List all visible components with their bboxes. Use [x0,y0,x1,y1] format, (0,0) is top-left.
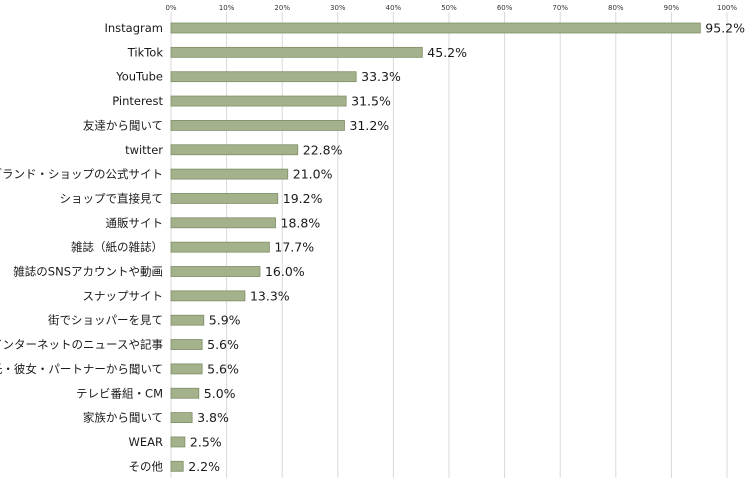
bar [170,436,186,448]
bar [170,46,423,58]
bar [170,144,299,156]
category-label: 彼氏・彼女・パートナーから聞いて [0,362,163,376]
value-label: 19.2% [283,191,323,206]
category-label: Pinterest [112,94,163,108]
x-tick-label: 70% [552,4,568,12]
bar [170,193,279,204]
value-label: 3.8% [197,410,229,425]
bar [170,412,193,424]
bar [170,22,701,34]
x-tick-label: 0% [165,4,176,12]
value-label: 5.9% [209,313,241,328]
category-label: スナップサイト [83,289,164,303]
bar [170,120,345,131]
category-label: 友達から聞いて [83,118,163,132]
bar [170,95,347,107]
category-label: TikTok [127,45,164,59]
category-label: テレビ番組・CM [76,386,163,400]
x-tick-label: 50% [441,4,457,12]
category-labels: Instagram TikTok YouTube Pinterest 友達から聞いて tw… [0,21,163,473]
x-tick-label: 100% [717,4,737,12]
value-label: 5.6% [207,337,239,352]
value-label: 5.0% [204,386,236,401]
value-label: 2.2% [188,459,220,474]
value-label: 95.2% [705,21,745,36]
category-label: 街でショッパーを見て [48,313,163,327]
value-label: 31.2% [349,118,389,133]
value-label: 21.0% [293,167,333,182]
bar [170,314,205,326]
value-label: 18.8% [281,215,321,230]
value-label: 45.2% [427,45,467,60]
category-label: twitter [125,143,163,157]
bar [170,168,289,180]
value-label: 33.3% [361,69,401,84]
bar [170,241,270,253]
category-label: WEAR [129,435,164,449]
x-tick-label: 90% [664,4,680,12]
category-label: 雑誌（紙の雑誌） [71,240,163,254]
value-label: 2.5% [190,434,222,449]
x-tick-label: 80% [608,4,624,12]
value-labels: 95.2% 45.2% 33.3% 31.5% 31.2% 22.8% 21.0% 19.2%… [188,21,745,474]
x-tick-label: 10% [219,4,235,12]
category-label: 雑誌のSNSアカウントや動画 [13,265,163,279]
category-label: ブランド・ショップの公式サイト [0,167,163,181]
category-label: 家族から聞いて [83,411,163,425]
value-label: 17.7% [274,240,314,255]
x-axis-ticks: 0% 10% 20% 30% 40% 50% 60% 70% 80% 90% 100% [165,4,737,12]
x-tick-label: 40% [386,4,402,12]
category-label: インターネットのニュースや記事 [0,338,163,352]
bar [170,460,184,472]
category-label: ショップで直接見て [60,191,164,205]
bar [170,266,261,277]
value-label: 22.8% [303,142,343,157]
bar [170,71,357,83]
category-label: YouTube [115,70,163,84]
bar [170,387,200,399]
value-label: 16.0% [265,264,305,279]
bar [170,339,203,350]
bar [170,290,246,302]
category-label: その他 [129,459,164,473]
bars [170,22,701,472]
value-label: 31.5% [351,94,391,109]
x-tick-label: 60% [497,4,513,12]
value-label: 5.6% [207,361,239,376]
gridlines [170,12,728,478]
x-tick-label: 20% [274,4,290,12]
value-label: 13.3% [250,288,290,303]
category-label: 通販サイト [106,216,164,230]
bar [170,363,203,375]
x-tick-label: 30% [330,4,346,12]
bar [170,217,276,229]
category-label: Instagram [104,21,163,35]
